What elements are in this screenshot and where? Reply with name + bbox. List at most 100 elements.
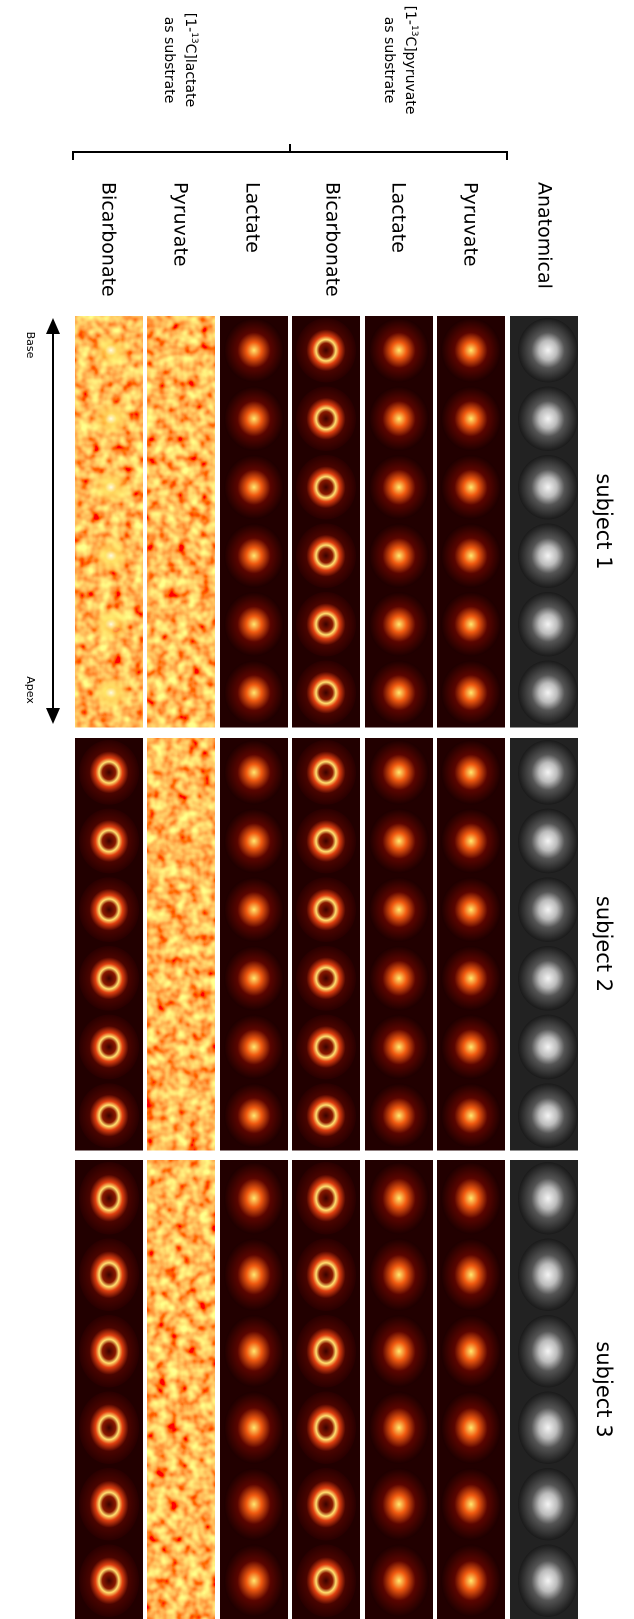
image-feature <box>224 1545 284 1618</box>
axis-start: Base <box>24 332 37 359</box>
image-feature <box>79 877 139 942</box>
image-feature <box>518 1162 578 1235</box>
subject-label: subject 1 <box>592 473 616 569</box>
image-feature <box>441 1315 501 1388</box>
image-feature <box>441 1015 501 1080</box>
image-feature <box>518 318 578 383</box>
image-feature <box>441 1545 501 1618</box>
image-feature <box>369 1239 429 1312</box>
image-feature <box>79 1015 139 1080</box>
image-feature <box>369 455 429 520</box>
bracket <box>73 144 507 160</box>
image-feature <box>518 455 578 520</box>
image-tile <box>147 1313 215 1390</box>
column-label: Pyruvate <box>460 182 482 267</box>
image-feature <box>224 1083 284 1148</box>
image-feature <box>224 740 284 805</box>
image-tile <box>147 453 215 522</box>
image-feature <box>296 387 356 452</box>
image-feature <box>296 1083 356 1148</box>
column-label: Bicarbonate <box>322 182 344 297</box>
column-label: Bicarbonate <box>98 182 120 297</box>
image-feature <box>441 592 501 657</box>
image-feature <box>296 1015 356 1080</box>
image-feature <box>224 661 284 726</box>
image-feature <box>369 1315 429 1388</box>
image-tile <box>147 1081 215 1150</box>
subject-label: subject 2 <box>592 896 616 992</box>
image-tile <box>147 522 215 591</box>
group-label-line2: as substrate <box>161 17 177 104</box>
image-tile <box>147 944 215 1013</box>
image-feature <box>79 1392 139 1465</box>
image-feature <box>79 1083 139 1148</box>
image-feature <box>296 455 356 520</box>
image-feature <box>518 524 578 589</box>
image-feature <box>518 1392 578 1465</box>
image-feature <box>369 1015 429 1080</box>
image-feature <box>296 1468 356 1541</box>
image-tile <box>147 590 215 659</box>
column-label: Pyruvate <box>170 182 192 267</box>
image-spot <box>91 332 131 368</box>
image-feature <box>224 1239 284 1312</box>
image-feature <box>441 661 501 726</box>
image-tile <box>147 1237 215 1314</box>
image-feature <box>369 1392 429 1465</box>
image-tile <box>147 807 215 876</box>
column-label: Lactate <box>388 182 410 253</box>
image-feature <box>441 1239 501 1312</box>
image-spot <box>91 675 131 711</box>
image-feature <box>518 809 578 874</box>
image-feature <box>441 387 501 452</box>
image-feature <box>369 946 429 1011</box>
image-feature <box>441 524 501 589</box>
image-feature <box>518 661 578 726</box>
image-spot <box>91 538 131 574</box>
image-feature <box>369 318 429 383</box>
image-feature <box>518 877 578 942</box>
image-feature <box>224 877 284 942</box>
image-feature <box>79 740 139 805</box>
image-feature <box>224 946 284 1011</box>
image-feature <box>441 1083 501 1148</box>
image-feature <box>369 1162 429 1235</box>
image-feature <box>518 1545 578 1618</box>
image-feature <box>296 946 356 1011</box>
image-tile <box>147 316 215 385</box>
image-feature <box>369 1468 429 1541</box>
group-label-sup: 13 <box>410 25 420 36</box>
image-feature <box>296 1239 356 1312</box>
image-feature <box>79 1239 139 1312</box>
image-feature <box>441 946 501 1011</box>
image-feature <box>224 592 284 657</box>
column-label: Lactate <box>242 182 264 253</box>
image-feature <box>296 661 356 726</box>
image-feature <box>518 592 578 657</box>
image-feature <box>518 946 578 1011</box>
image-tile <box>147 1013 215 1082</box>
axis-end: Apex <box>24 676 37 704</box>
group-label: [1-13C]lactate <box>182 13 200 107</box>
image-tile <box>147 738 215 807</box>
image-feature <box>369 1545 429 1618</box>
image-feature <box>441 1392 501 1465</box>
image-feature <box>224 1315 284 1388</box>
image-tile <box>147 659 215 728</box>
image-feature <box>369 809 429 874</box>
image-tile <box>147 1543 215 1619</box>
image-feature <box>518 387 578 452</box>
image-feature <box>441 877 501 942</box>
image-feature <box>518 1468 578 1541</box>
image-feature <box>369 387 429 452</box>
group-label: [1-13C]pyruvate <box>402 6 420 115</box>
image-feature <box>79 1545 139 1618</box>
image-spot <box>91 606 131 642</box>
image-feature <box>296 809 356 874</box>
image-feature <box>79 946 139 1011</box>
image-feature <box>224 387 284 452</box>
image-feature <box>224 1392 284 1465</box>
image-tile <box>147 1390 215 1467</box>
image-tile <box>147 1160 215 1237</box>
image-feature <box>224 318 284 383</box>
